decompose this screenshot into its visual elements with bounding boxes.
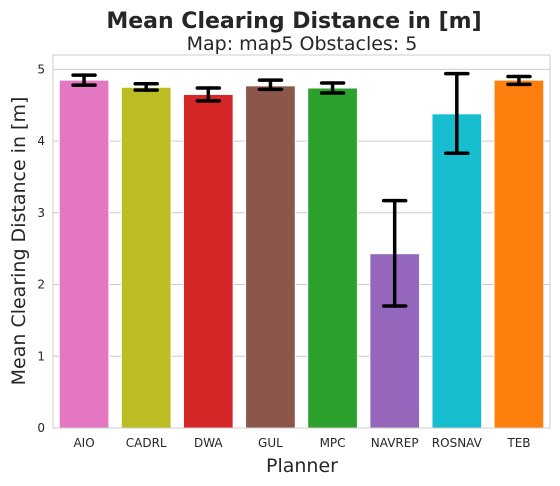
- error-bar-rosnav: [444, 71, 470, 156]
- y-tick-labels: 0 1 2 3 4 5: [37, 62, 45, 435]
- bar-teb: [493, 79, 545, 429]
- y-tick-label: 4: [37, 134, 45, 148]
- y-tick-label: 1: [37, 349, 45, 363]
- bar-mpc: [307, 87, 358, 429]
- error-bar-mpc: [319, 81, 346, 95]
- error-bar-aio: [71, 73, 97, 87]
- bars: [58, 79, 545, 429]
- error-bar-navrep: [381, 198, 408, 308]
- bar-dwa: [182, 93, 234, 429]
- x-tick-label: ROSNAV: [432, 436, 483, 450]
- y-tick-label: 2: [37, 278, 45, 292]
- y-axis-label: Mean Clearing Distance in [m]: [8, 97, 30, 386]
- bar-cadrl: [120, 86, 172, 429]
- error-bar-cadrl: [133, 81, 159, 92]
- x-tick-label: GUL: [258, 436, 283, 450]
- x-tick-label: NAVREP: [371, 436, 419, 450]
- y-tick-label: 5: [37, 62, 45, 76]
- plot-frame: [52, 54, 551, 429]
- bar-gul: [245, 85, 296, 429]
- bar-aio: [58, 79, 110, 429]
- x-tick-labels: AIO CADRL DWA GUL MPC NAVREP ROSNAV TEB: [73, 436, 530, 450]
- error-bar-dwa: [195, 86, 222, 103]
- bar-rosnav: [431, 113, 483, 429]
- y-tick-label: 3: [37, 206, 45, 220]
- x-tick-label: TEB: [506, 436, 530, 450]
- x-tick-label: MPC: [320, 436, 346, 450]
- chart-subtitle: Map: map5 Obstacles: 5: [187, 33, 418, 55]
- x-tick-label: DWA: [194, 436, 223, 450]
- x-tick-label: AIO: [73, 436, 94, 450]
- error-bar-teb: [506, 74, 532, 87]
- chart-title: Mean Clearing Distance in [m]: [106, 9, 481, 34]
- error-bar-gul: [257, 78, 284, 92]
- y-tick-label: 0: [37, 421, 45, 435]
- x-axis-label: Planner: [266, 455, 338, 477]
- x-tick-label: CADRL: [126, 436, 167, 450]
- error-bars: [71, 71, 532, 308]
